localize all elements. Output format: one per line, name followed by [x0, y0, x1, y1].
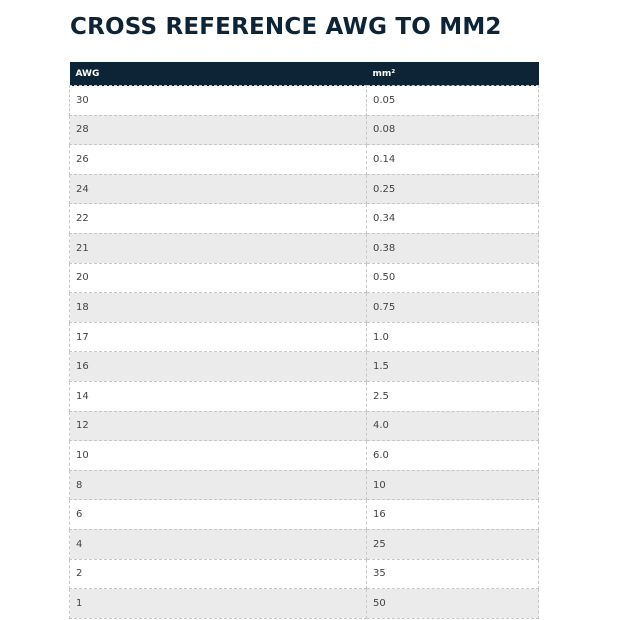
- table-row: 26 0.14: [69, 144, 539, 175]
- table-cell: 16: [69, 351, 367, 382]
- table-cell: 10: [69, 440, 367, 471]
- table-row: 10 6.0: [69, 440, 539, 471]
- table-cell: 0.38: [366, 232, 539, 264]
- header-row: AWG mm²: [69, 62, 539, 86]
- table-cell: 4.0: [366, 410, 539, 442]
- table-row: 14 2.5: [69, 380, 539, 412]
- table-cell: 4: [69, 528, 367, 560]
- table-row: 22 0.34: [69, 203, 539, 234]
- table-cell: 0.34: [366, 203, 539, 234]
- table-row: 20 0.50: [69, 262, 539, 294]
- table-cell: 24: [69, 173, 367, 205]
- table-cell: 17: [69, 321, 367, 353]
- table-row: 17 1.0: [69, 321, 539, 353]
- table-row: 30 0.05: [69, 85, 539, 116]
- table-cell: 2.5: [366, 380, 539, 412]
- table-cell: 28: [69, 114, 367, 146]
- table-cell: 0.50: [366, 262, 539, 294]
- table-row: 28 0.08: [69, 114, 539, 146]
- table-cell: 21: [69, 232, 367, 264]
- table-cell: 6.0: [366, 440, 539, 471]
- table-cell: 50: [366, 588, 539, 619]
- table-cell: 0.25: [366, 173, 539, 205]
- table-cell: 16: [366, 499, 539, 530]
- table-cell: 0.75: [366, 292, 539, 323]
- column-header: AWG: [69, 62, 367, 86]
- column-header: mm²: [366, 62, 539, 86]
- table-cell: 0.14: [366, 144, 539, 175]
- table-row: 18 0.75: [69, 292, 539, 323]
- table-cell: 8: [69, 469, 367, 501]
- table-cell: 0.08: [366, 114, 539, 146]
- table-cell: 26: [69, 144, 367, 175]
- table-cell: 25: [366, 528, 539, 560]
- table-row: 4 25: [69, 528, 539, 560]
- table-body: 30 0.05 28 0.08 26 0.14 24 0.25 22 0.34 21 0.38 20 0.…: [69, 85, 539, 619]
- table-cell: 6: [69, 499, 367, 530]
- table-row: 6 16: [69, 499, 539, 530]
- table-cell: 0.05: [366, 85, 539, 116]
- table-cell: 1.0: [366, 321, 539, 353]
- awg-table: AWG mm² 30 0.05 28 0.08 26 0.14 24 0.25 22 0.34 21 0…: [69, 62, 539, 619]
- table-cell: 35: [366, 558, 539, 590]
- table-cell: 14: [69, 380, 367, 412]
- table-cell: 10: [366, 469, 539, 501]
- table-cell: 1.5: [366, 351, 539, 382]
- table-row: 1 50: [69, 588, 539, 619]
- table-cell: 2: [69, 558, 367, 590]
- page-title: CROSS REFERENCE AWG TO MM2: [70, 14, 502, 40]
- table-row: 12 4.0: [69, 410, 539, 442]
- table-row: 24 0.25: [69, 173, 539, 205]
- table-cell: 18: [69, 292, 367, 323]
- table-cell: 22: [69, 203, 367, 234]
- table-cell: 12: [69, 410, 367, 442]
- table-row: 2 35: [69, 558, 539, 590]
- table-row: 16 1.5: [69, 351, 539, 382]
- table-cell: 30: [69, 85, 367, 116]
- table-cell: 20: [69, 262, 367, 294]
- table-row: 21 0.38: [69, 232, 539, 264]
- table-row: 8 10: [69, 469, 539, 501]
- table-cell: 1: [69, 588, 367, 619]
